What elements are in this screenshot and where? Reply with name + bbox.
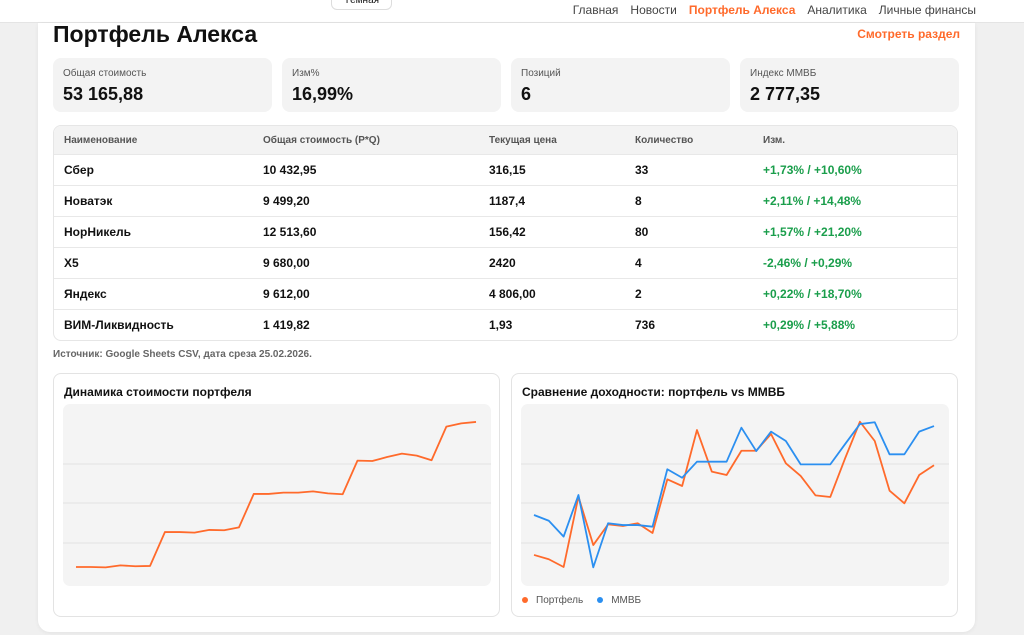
cell-change: +0,22% / +18,70%	[763, 287, 862, 301]
portfolio-section: Портфель Алекса Смотреть раздел Общая ст…	[38, 21, 975, 632]
stat-label: Изм%	[292, 68, 320, 79]
cell-quantity: 2	[635, 287, 642, 301]
cell-price: 1,93	[489, 318, 513, 332]
main-nav: Главная Новости Портфель Алекса Аналитик…	[573, 3, 976, 18]
cell-total: 10 432,95	[263, 163, 317, 177]
series-line-portfolio-value	[76, 421, 477, 569]
page-title: Портфель Алекса	[53, 21, 258, 47]
cell-quantity: 4	[635, 256, 642, 270]
column-header-name[interactable]: Наименование	[64, 134, 138, 146]
column-header-change[interactable]: Изм.	[763, 134, 786, 146]
nav-home[interactable]: Главная	[572, 3, 619, 17]
legend-dot	[522, 597, 528, 604]
cell-quantity: 736	[635, 318, 656, 332]
stat-label: Индекс ММВБ	[750, 68, 817, 79]
cell-change: +1,73% / +10,60%	[763, 163, 862, 177]
cell-name: Новатэк	[64, 194, 113, 208]
column-header-price[interactable]: Текущая цена	[489, 134, 557, 146]
cell-change: +2,11% / +14,48%	[763, 194, 862, 208]
source-note: Источник: Google Sheets CSV, дата среза …	[53, 349, 312, 360]
portfolio-value-chart: Динамика стоимости портфеля	[53, 373, 500, 617]
series-line-Портфель	[533, 420, 935, 568]
returns-comparison-chart: Сравнение доходности: портфель vs ММВБ П…	[511, 373, 958, 617]
plot-background	[63, 404, 491, 586]
top-navbar: Тёмная Главная Новости Портфель Алекса А…	[0, 0, 1024, 23]
cell-price: 156,42	[489, 225, 526, 239]
table-row[interactable]: ВИМ-Ликвидность 1 419,82 1,93 736 +0,29% / +…	[54, 309, 957, 340]
stat-label: Общая стоимость	[63, 68, 147, 79]
legend-label: ММВБ	[611, 595, 642, 606]
table-row[interactable]: Новатэк 9 499,20 1187,4 8 +2,11% / +14,48%	[54, 185, 957, 216]
cell-change: +1,57% / +21,20%	[763, 225, 862, 239]
column-header-total[interactable]: Общая стоимость (P*Q)	[263, 134, 380, 146]
nav-personal-finance[interactable]: Личные финансы	[878, 3, 976, 17]
cell-change: +0,29% / +5,88%	[763, 318, 856, 332]
cell-name: Яндекс	[64, 287, 107, 301]
table-row[interactable]: Яндекс 9 612,00 4 806,00 2 +0,22% / +18,70%	[54, 278, 957, 309]
stat-change: Изм% 16,99%	[282, 58, 501, 112]
nav-analytics[interactable]: Аналитика	[807, 3, 867, 17]
cell-change: -2,46% / +0,29%	[763, 256, 853, 270]
stat-total-value: Общая стоимость 53 165,88	[53, 58, 272, 112]
stat-value: 16,99%	[292, 84, 354, 104]
cell-total: 1 419,82	[263, 318, 310, 332]
plot-background	[521, 404, 949, 586]
chart-legend: Портфель ММВБ	[522, 595, 641, 606]
chart-plot	[521, 404, 949, 586]
view-section-link[interactable]: Смотреть раздел	[857, 27, 960, 41]
legend-label: Портфель	[536, 595, 584, 606]
cell-name: X5	[64, 256, 79, 270]
cell-price: 4 806,00	[489, 287, 536, 301]
theme-toggle-button[interactable]: Тёмная	[331, 0, 393, 10]
nav-portfolio[interactable]: Портфель Алекса	[688, 3, 796, 17]
stat-label: Позиций	[521, 68, 561, 79]
cell-name: НорНикель	[64, 225, 132, 239]
cell-price: 316,15	[489, 163, 526, 177]
chart-plot	[63, 404, 491, 586]
legend-dot	[597, 597, 604, 604]
cell-name: ВИМ-Ликвидность	[64, 318, 174, 332]
stat-positions: Позиций 6	[511, 58, 730, 112]
table-row[interactable]: НорНикель 12 513,60 156,42 80 +1,57% / +21,2…	[54, 216, 957, 247]
cell-total: 12 513,60	[263, 225, 317, 239]
cell-quantity: 80	[635, 225, 649, 239]
table-row[interactable]: Сбер 10 432,95 316,15 33 +1,73% / +10,60%	[54, 154, 957, 185]
series-line-ММВБ	[533, 421, 935, 569]
table-row[interactable]: X5 9 680,00 2420 4 -2,46% / +0,29%	[54, 247, 957, 278]
cell-price: 1187,4	[489, 194, 526, 208]
legend-item-mmvb[interactable]: ММВБ	[597, 595, 641, 606]
cell-total: 9 499,20	[263, 194, 310, 208]
holdings-table: Наименование Общая стоимость (P*Q) Текущ…	[53, 125, 958, 341]
chart-title: Динамика стоимости портфеля	[64, 385, 252, 399]
cell-quantity: 8	[635, 194, 642, 208]
table-header: Наименование Общая стоимость (P*Q) Текущ…	[54, 126, 957, 154]
legend-item-portfolio[interactable]: Портфель	[522, 595, 583, 606]
chart-title: Сравнение доходности: портфель vs ММВБ	[522, 385, 786, 399]
cell-name: Сбер	[64, 163, 94, 177]
stat-value: 6	[521, 84, 532, 104]
cell-price: 2420	[489, 256, 516, 270]
cell-total: 9 612,00	[263, 287, 310, 301]
nav-news[interactable]: Новости	[630, 3, 677, 17]
column-header-quantity[interactable]: Количество	[635, 134, 694, 146]
cell-total: 9 680,00	[263, 256, 310, 270]
stat-value: 2 777,35	[750, 84, 821, 104]
stat-value: 53 165,88	[63, 84, 144, 104]
stat-mmvb-index: Индекс ММВБ 2 777,35	[740, 58, 959, 112]
cell-quantity: 33	[635, 163, 649, 177]
